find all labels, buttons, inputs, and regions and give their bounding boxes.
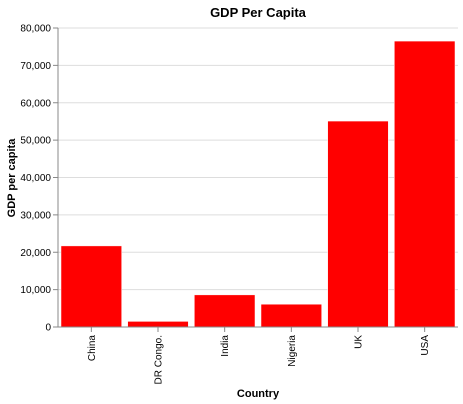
y-tick-label: 40,000 (20, 173, 51, 184)
bar-china (60, 245, 122, 328)
x-tick-label: China (87, 335, 98, 362)
bar-dr-congo (127, 321, 189, 328)
x-tick-label: DR Congo. (154, 335, 165, 384)
gridlines (58, 27, 458, 328)
y-tick-label: 30,000 (20, 210, 51, 221)
x-axis-ticks: China DR Congo. India Nigeria UK USA (87, 327, 431, 384)
x-tick-label: Nigeria (287, 335, 298, 367)
x-axis-title: Country (237, 388, 280, 400)
y-tick-label: 50,000 (20, 136, 51, 147)
y-axis-title: GDP per capita (6, 138, 18, 218)
y-axis-ticks: 0 10,000 20,000 30,000 40,000 50,000 60,000 70,… (20, 24, 58, 334)
y-tick-label: 80,000 (20, 24, 51, 35)
bar-nigeria (260, 303, 322, 328)
y-tick-label: 10,000 (20, 285, 51, 296)
x-tick-label: USA (420, 335, 431, 356)
x-tick-label: UK (354, 335, 365, 349)
y-tick-label: 0 (45, 323, 51, 334)
y-tick-label: 70,000 (20, 61, 51, 72)
y-tick-label: 60,000 (20, 98, 51, 109)
y-tick-label: 20,000 (20, 248, 51, 259)
bars (60, 40, 456, 328)
x-tick-label: India (220, 335, 231, 357)
bar-india (194, 294, 256, 328)
bar-uk (327, 120, 389, 328)
chart-title: GDP Per Capita (210, 5, 307, 20)
bar-usa (394, 40, 456, 328)
